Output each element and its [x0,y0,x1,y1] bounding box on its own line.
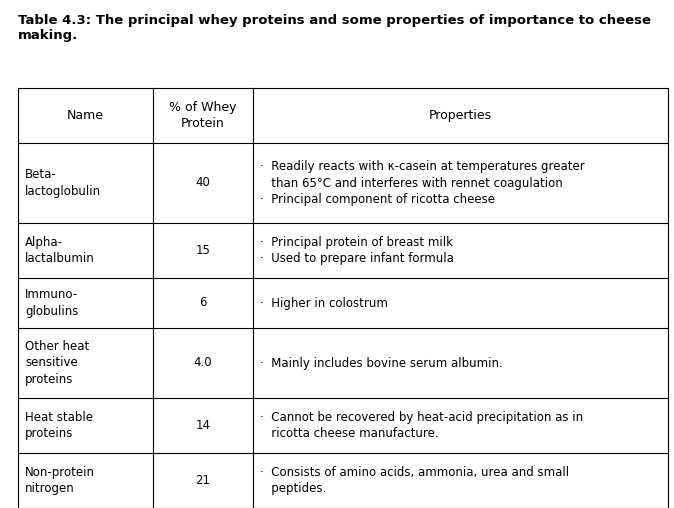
Text: Immuno-
globulins: Immuno- globulins [25,288,78,318]
Text: ·  Readily reacts with κ-casein at temperatures greater
   than 65°C and interfe: · Readily reacts with κ-casein at temper… [260,160,585,206]
Text: Heat stable
proteins: Heat stable proteins [25,411,93,440]
Text: ·  Principal protein of breast milk
·  Used to prepare infant formula: · Principal protein of breast milk · Use… [260,236,454,265]
Text: Other heat
sensitive
proteins: Other heat sensitive proteins [25,340,89,386]
Text: 15: 15 [195,244,210,257]
Text: ·  Mainly includes bovine serum albumin.: · Mainly includes bovine serum albumin. [260,357,503,369]
Text: % of Whey
Protein: % of Whey Protein [169,101,237,130]
Text: Table 4.3: The principal whey proteins and some properties of importance to chee: Table 4.3: The principal whey proteins a… [18,14,651,27]
Text: ·  Cannot be recovered by heat-acid precipitation as in
   ricotta cheese manufa: · Cannot be recovered by heat-acid preci… [260,411,583,440]
Text: 6: 6 [200,297,207,309]
Text: Properties: Properties [429,109,492,122]
Text: Non-protein
nitrogen: Non-protein nitrogen [25,466,95,495]
Text: 14: 14 [195,419,210,432]
Text: Beta-
lactoglobulin: Beta- lactoglobulin [25,168,101,198]
Text: Name: Name [67,109,104,122]
Text: 4.0: 4.0 [193,357,212,369]
Text: ·  Consists of amino acids, ammonia, urea and small
   peptides.: · Consists of amino acids, ammonia, urea… [260,466,569,495]
Text: Alpha-
lactalbumin: Alpha- lactalbumin [25,236,95,265]
Text: ·  Higher in colostrum: · Higher in colostrum [260,297,388,309]
Text: making.: making. [18,29,78,42]
Text: 21: 21 [195,474,210,487]
Text: 40: 40 [195,176,210,189]
